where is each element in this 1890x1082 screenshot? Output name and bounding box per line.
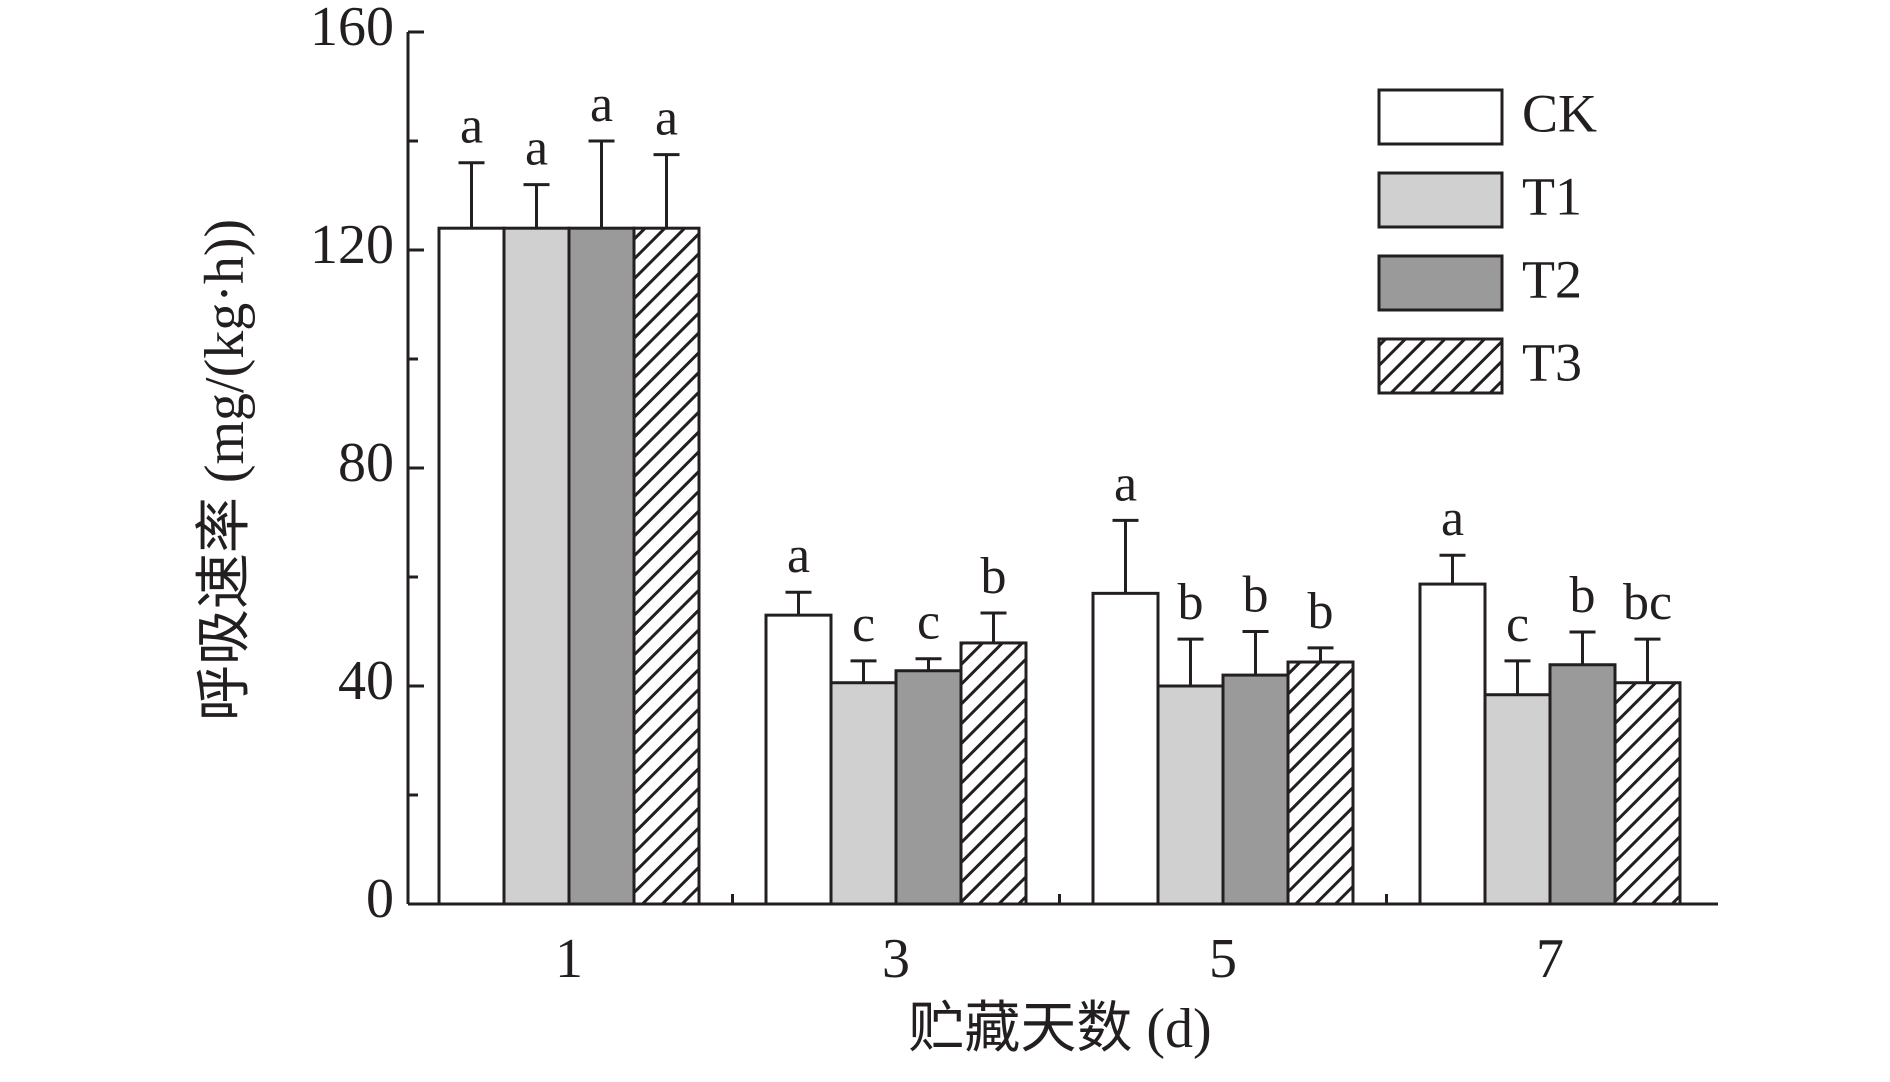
bar (502, 226, 571, 906)
bar (829, 681, 898, 906)
bar (959, 641, 1028, 906)
bar (1156, 684, 1225, 906)
y-tick-label: 0 (366, 868, 394, 930)
bar (1483, 693, 1552, 906)
y-axis-title: 呼吸速率 (mg/(kg·h)) (194, 219, 256, 721)
significance-label: a (787, 527, 810, 584)
bar (1418, 582, 1487, 906)
significance-label: b (1178, 574, 1204, 631)
x-axis-title: 贮藏天数 (d) (908, 998, 1211, 1060)
significance-label: a (525, 120, 548, 177)
legend-swatch (1377, 254, 1504, 312)
bar (1286, 660, 1355, 906)
bar (1613, 681, 1682, 906)
x-tick-label: 7 (1536, 928, 1564, 990)
legend-label: T1 (1522, 166, 1582, 226)
x-tick-label: 3 (882, 928, 910, 990)
significance-label: c (917, 594, 940, 651)
legend-label: CK (1522, 83, 1597, 143)
legend-swatch (1377, 88, 1504, 146)
significance-label: a (1441, 490, 1464, 547)
bar (1091, 591, 1160, 906)
significance-label: a (590, 76, 613, 133)
x-tick-label: 1 (555, 928, 583, 990)
y-tick-label: 120 (310, 214, 394, 276)
significance-label: c (852, 596, 875, 653)
y-tick-label: 40 (338, 650, 394, 712)
bar (437, 226, 506, 906)
significance-label: bc (1623, 574, 1672, 631)
y-tick-label: 80 (338, 432, 394, 494)
legend-label: T2 (1522, 249, 1582, 309)
legend-swatch (1377, 337, 1504, 395)
x-tick-label: 5 (1209, 928, 1237, 990)
significance-label: b (1308, 583, 1334, 640)
significance-label: a (460, 98, 483, 155)
significance-label: a (1114, 455, 1137, 512)
bar (894, 669, 963, 906)
y-tick-label: 160 (310, 0, 394, 58)
legend-label: T3 (1522, 332, 1582, 392)
legend-swatch (1377, 171, 1504, 229)
significance-label: b (1243, 566, 1269, 623)
bar (1548, 663, 1617, 906)
significance-label: b (981, 548, 1007, 605)
significance-label: c (1506, 596, 1529, 653)
bar (1221, 673, 1290, 906)
bar (764, 613, 833, 906)
significance-label: b (1570, 567, 1596, 624)
significance-label: a (655, 90, 678, 147)
bar (632, 226, 701, 906)
bar (567, 226, 636, 906)
